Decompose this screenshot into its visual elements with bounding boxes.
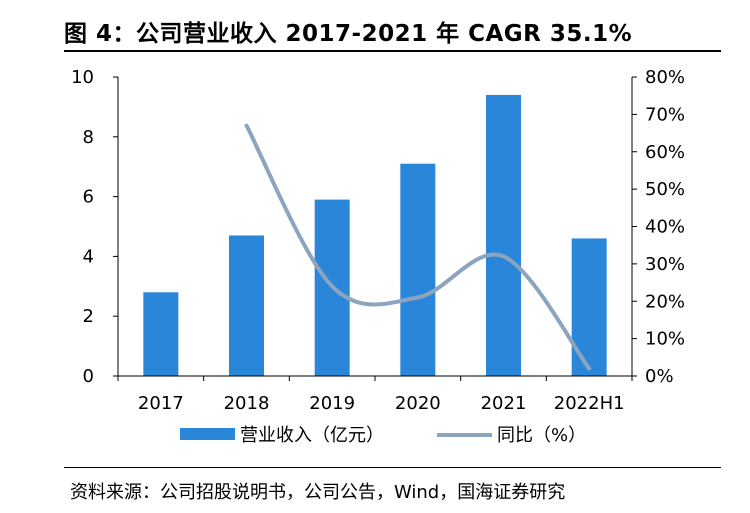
figure-title: 图 4：公司营业收入 2017-2021 年 CAGR 35.1%	[64, 21, 633, 47]
revenue-bar-2021	[486, 94, 521, 376]
yoy-growth-line	[244, 123, 592, 371]
right-tick-label: 0%	[645, 366, 674, 387]
x-tick-label: 2017	[138, 393, 184, 414]
left-tick-label: 10	[71, 67, 94, 88]
chart-axes	[113, 76, 637, 381]
x-tick-label: 2020	[395, 393, 441, 414]
x-tick-label: 2018	[224, 393, 270, 414]
source-divider	[64, 467, 721, 468]
chart-legend: 营业收入（亿元） 同比（%）	[180, 425, 586, 446]
right-tick-label: 20%	[645, 291, 685, 312]
revenue-bar-2022h1	[571, 238, 607, 376]
right-tick-label: 80%	[645, 67, 685, 88]
right-tick-label: 10%	[645, 329, 685, 350]
left-tick-label: 2	[83, 306, 94, 327]
revenue-bar-2020	[400, 163, 436, 376]
left-tick-label: 6	[83, 187, 94, 208]
right-tick-label: 50%	[645, 179, 685, 200]
left-tick-label: 8	[83, 127, 94, 148]
revenue-bar-2017	[143, 292, 179, 376]
left-tick-label: 4	[83, 246, 94, 267]
right-tick-label: 40%	[645, 217, 685, 238]
revenue-bars	[143, 94, 607, 376]
title-divider	[64, 50, 721, 52]
right-tick-label: 60%	[645, 142, 685, 163]
legend-swatch-revenue	[180, 428, 235, 440]
tick-labels: 0 2 4 6 8 10 0% 10% 20% 30% 40% 50% 60% 70% 80% 2017 201…	[71, 67, 685, 414]
x-tick-label: 2021	[481, 393, 527, 414]
legend-label-yoy: 同比（%）	[497, 425, 586, 446]
right-tick-label: 70%	[645, 104, 685, 125]
left-tick-label: 0	[83, 366, 94, 387]
source-note: 资料来源：公司招股说明书，公司公告，Wind，国海证券研究	[70, 482, 566, 503]
x-tick-label: 2019	[309, 393, 355, 414]
legend-label-revenue: 营业收入（亿元）	[240, 425, 384, 446]
revenue-bar-2018	[229, 235, 264, 376]
right-tick-label: 30%	[645, 254, 685, 275]
x-tick-label: 2022H1	[554, 393, 625, 414]
